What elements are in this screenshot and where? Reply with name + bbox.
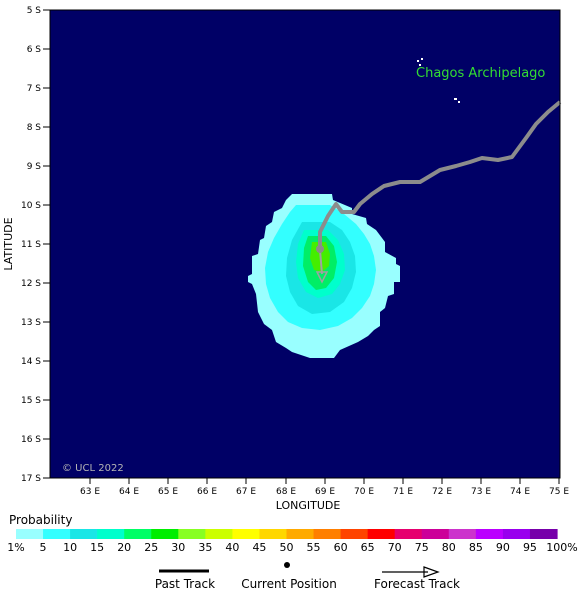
lon-tick-label: 71 E	[393, 487, 413, 497]
lon-tick-label: 72 E	[432, 487, 452, 497]
legend-tick-label: 95	[523, 541, 537, 554]
legend-tick-label: 90	[496, 541, 510, 554]
lat-tick-label: 12 S	[21, 279, 41, 289]
legend-tick-label: 60	[334, 541, 348, 554]
region-label: Chagos Archipelago	[416, 66, 545, 81]
lat-tick-label: 15 S	[21, 396, 41, 406]
legend-swatch	[340, 529, 369, 539]
legend-swatch	[205, 529, 233, 539]
islands	[417, 58, 460, 103]
legend-tick-label: 65	[361, 541, 375, 554]
lon-tick-label: 74 E	[510, 487, 530, 497]
legend-swatch	[529, 529, 558, 539]
lat-tick-label: 13 S	[21, 318, 41, 328]
legend-swatch	[313, 529, 342, 539]
lon-tick-label: 64 E	[119, 487, 139, 497]
legend-tick-label: 1%	[7, 541, 24, 554]
legend-swatch	[178, 529, 206, 539]
legend-tick-label: 45	[252, 541, 266, 554]
lat-tick-label: 14 S	[21, 357, 41, 367]
x-axis-title: LONGITUDE	[276, 499, 341, 512]
legend-swatch	[259, 529, 288, 539]
lat-tick-label: 7 S	[27, 84, 42, 94]
legend-tick-label: 80	[442, 541, 456, 554]
forecast-track-label: Forecast Track	[374, 577, 460, 591]
legend-tick-label: 50	[280, 541, 294, 554]
track-legend: Past Track Current Position Forecast Tra…	[155, 562, 460, 591]
legend-swatch	[232, 529, 261, 539]
legend-labels: 1% 5 10 15 20 25 30 35 40 45 50 55 60 65 70 75 80 85 90 95 1…	[7, 541, 577, 554]
y-axis-title: LATITUDE	[2, 217, 15, 270]
lat-tick-label: 6 S	[27, 45, 42, 55]
legend-swatch	[286, 529, 315, 539]
lon-tick-label: 73 E	[471, 487, 491, 497]
legend-tick-label: 85	[469, 541, 483, 554]
copyright-text: © UCL 2022	[62, 463, 124, 474]
legend-swatch	[448, 529, 477, 539]
legend-swatch	[16, 529, 44, 539]
lat-tick-label: 10 S	[21, 201, 41, 211]
lat-tick-label: 9 S	[27, 162, 42, 172]
probability-legend: Probability 1% 5 10 15 20 25 30 35 40 45 50 55 60 65 7…	[7, 513, 577, 554]
legend-swatch	[421, 529, 450, 539]
legend-tick-label: 70	[388, 541, 402, 554]
lon-tick-label: 68 E	[276, 487, 296, 497]
lat-tick-label: 17 S	[21, 474, 41, 484]
forecast-track-line	[319, 249, 323, 275]
legend-tick-label: 20	[117, 541, 131, 554]
legend-swatch	[394, 529, 423, 539]
lon-tick-label: 70 E	[354, 487, 374, 497]
lat-tick-label: 5 S	[27, 6, 42, 16]
current-position-sample	[284, 562, 290, 568]
lon-tick-label: 65 E	[158, 487, 178, 497]
legend-swatch	[70, 529, 98, 539]
legend-swatches	[16, 529, 558, 539]
lon-tick-label: 63 E	[80, 487, 100, 497]
legend-swatch	[124, 529, 152, 539]
legend-tick-label: 100%	[546, 541, 577, 554]
legend-tick-label: 55	[307, 541, 321, 554]
legend-swatch	[97, 529, 125, 539]
probability-swath	[248, 194, 400, 358]
lat-tick-label: 8 S	[27, 123, 42, 133]
legend-tick-label: 30	[171, 541, 185, 554]
longitude-axis: 63 E 64 E 65 E 66 E 67 E 68 E 69 E 70 E …	[80, 478, 569, 512]
legend-tick-label: 5	[40, 541, 47, 554]
legend-swatch	[43, 529, 71, 539]
lat-tick-label: 11 S	[21, 240, 41, 250]
past-track-line	[318, 100, 562, 250]
lat-tick-label: 16 S	[21, 435, 41, 445]
current-position-marker	[316, 245, 324, 253]
legend-tick-label: 35	[198, 541, 212, 554]
legend-swatch	[151, 529, 179, 539]
legend-title: Probability	[9, 513, 72, 527]
latitude-axis: 5 S 6 S 7 S 8 S 9 S 10 S 11 S 12 S 13 S …	[2, 6, 50, 484]
lon-tick-label: 75 E	[549, 487, 569, 497]
legend-tick-label: 40	[225, 541, 239, 554]
current-position-label: Current Position	[241, 577, 337, 591]
legend-tick-label: 15	[90, 541, 104, 554]
legend-tick-label: 25	[144, 541, 158, 554]
lon-tick-label: 66 E	[197, 487, 217, 497]
past-track-label: Past Track	[155, 577, 215, 591]
forecast-arrowhead	[315, 271, 329, 284]
legend-tick-label: 10	[63, 541, 77, 554]
legend-swatch	[502, 529, 531, 539]
legend-swatch	[475, 529, 504, 539]
forecast-track-sample-arrow	[423, 566, 440, 578]
legend-swatch	[367, 529, 396, 539]
lon-tick-label: 69 E	[315, 487, 335, 497]
legend-tick-label: 75	[415, 541, 429, 554]
lon-tick-label: 67 E	[236, 487, 256, 497]
